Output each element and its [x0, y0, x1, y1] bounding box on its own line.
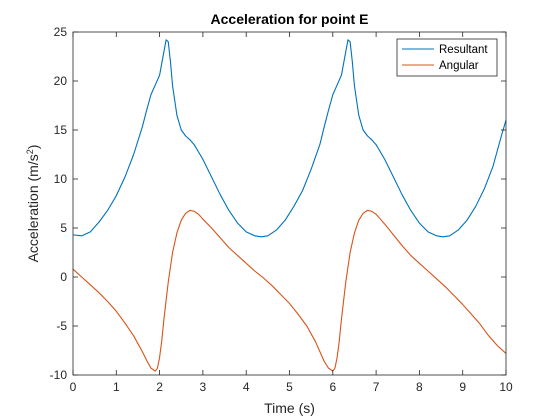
- x-axis-label: Time (s): [264, 400, 315, 416]
- x-tick-label: 9: [459, 380, 466, 394]
- legend-label-angular: Angular: [439, 60, 479, 72]
- y-tick-label: 20: [54, 74, 68, 88]
- y-axis-label-base: Acceleration (m/s: [25, 154, 41, 262]
- legend-box: [396, 38, 498, 77]
- y-axis-label-end: ): [25, 145, 41, 150]
- y-tick-label: 5: [60, 221, 67, 235]
- x-tick-label: 10: [499, 380, 513, 394]
- x-tick-label: 8: [416, 380, 423, 394]
- y-tick-label: 15: [54, 123, 68, 137]
- x-tick-label: 2: [156, 380, 163, 394]
- y-tick-label: 0: [60, 270, 67, 284]
- x-tick-label: 5: [286, 380, 293, 394]
- y-tick-label: -5: [56, 319, 67, 333]
- series-layer: [72, 39, 507, 372]
- y-axis-label-superscript: 2: [25, 149, 35, 154]
- legend-label-resultant: Resultant: [439, 44, 488, 56]
- x-tick-label: 7: [373, 380, 380, 394]
- y-tick-label: -10: [50, 368, 68, 382]
- ticks-layer: 0 1 2 3 4 5 6 7 8 9 10 -10 -5 0 5 10 15 20 25: [50, 25, 513, 394]
- series-line-angular: [72, 209, 507, 372]
- plot-area: [73, 32, 506, 375]
- legend: Resultant Angular: [396, 38, 498, 77]
- x-tick-label: 4: [243, 380, 250, 394]
- chart-title: Acceleration for point E: [211, 11, 369, 27]
- y-tick-label: 25: [54, 25, 68, 39]
- x-tick-label: 1: [113, 380, 120, 394]
- x-tick-label: 3: [200, 380, 207, 394]
- x-tick-label: 0: [70, 380, 77, 394]
- y-tick-label: 10: [54, 172, 68, 186]
- y-axis-label: Acceleration (m/s2): [25, 145, 41, 263]
- series-line-resultant: [72, 39, 507, 238]
- x-tick-label: 6: [329, 380, 336, 394]
